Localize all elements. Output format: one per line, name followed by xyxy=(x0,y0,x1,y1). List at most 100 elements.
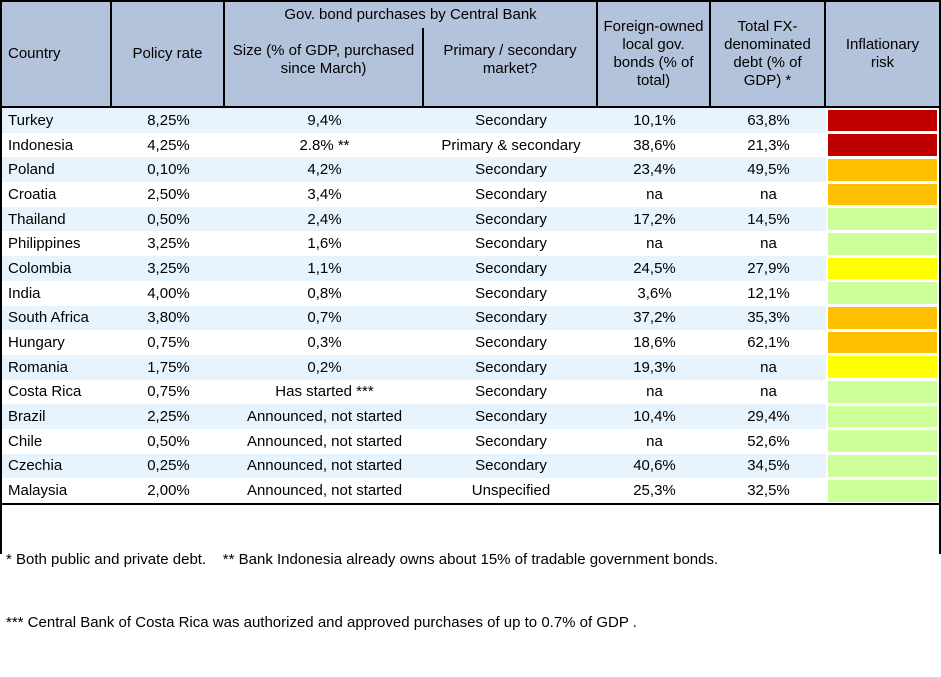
table-row: Romania 1,75% 0,2% Secondary 19,3% na xyxy=(2,354,939,380)
cell-policy-rate: 0,75% xyxy=(147,383,190,401)
table-row: Turkey 8,25% 9,4% Secondary 10,1% 63,8% xyxy=(2,108,939,133)
em-central-bank-bond-purchases-table: Country Policy rate Gov. bond purchases … xyxy=(0,0,941,631)
risk-color-swatch xyxy=(828,282,937,304)
cell-inflationary-risk xyxy=(826,157,939,183)
cell-size: 0,8% xyxy=(307,284,342,302)
cell-fx-debt: na xyxy=(760,383,777,401)
cell-policy-rate: 2,25% xyxy=(147,408,190,426)
cell-country: Czechia xyxy=(8,457,63,475)
footnote-line-2: *** Central Bank of Costa Rica was autho… xyxy=(6,614,637,631)
cell-policy-rate: 0,50% xyxy=(147,432,190,450)
risk-color-swatch xyxy=(828,356,937,379)
risk-color-swatch xyxy=(828,158,937,181)
risk-color-swatch xyxy=(828,257,937,280)
table-footnotes: * Both public and private debt. ** Bank … xyxy=(2,503,939,677)
cell-size: 1,6% xyxy=(307,235,342,253)
cell-inflationary-risk xyxy=(826,280,939,306)
table-row: Poland 0,10% 4,2% Secondary 23,4% 49,5% xyxy=(2,157,939,183)
table-row: Czechia 0,25% Announced, not started Second… xyxy=(2,453,939,479)
cell-size: 9,4% xyxy=(307,111,342,129)
header-foreign-owned: Foreign-owned local gov. bonds (% of tot… xyxy=(598,2,711,106)
cell-foreign-owned: 19,3% xyxy=(633,358,676,376)
cell-policy-rate: 3,80% xyxy=(147,309,190,327)
table-row: Chile 0,50% Announced, not started Secondar… xyxy=(2,428,939,454)
cell-foreign-owned: na xyxy=(646,235,663,253)
cell-policy-rate: 0,75% xyxy=(147,334,190,352)
cell-policy-rate: 8,25% xyxy=(147,111,190,129)
cell-market: Secondary xyxy=(475,334,547,352)
cell-market: Secondary xyxy=(475,408,547,426)
table-header: Country Policy rate Gov. bond purchases … xyxy=(2,2,939,108)
cell-country: Costa Rica xyxy=(8,383,82,401)
cell-size: Has started *** xyxy=(275,383,374,401)
risk-color-swatch xyxy=(828,109,937,132)
cell-foreign-owned: 17,2% xyxy=(633,210,676,228)
cell-foreign-owned: 24,5% xyxy=(633,259,676,277)
cell-inflationary-risk xyxy=(826,256,939,281)
cell-size: 0,7% xyxy=(307,309,342,327)
cell-policy-rate: 4,25% xyxy=(147,136,190,154)
table-row: Indonesia 4,25% 2.8% ** Primary & secondary… xyxy=(2,132,939,158)
table-row: Thailand 0,50% 2,4% Secondary 17,2% 14,5% xyxy=(2,206,939,232)
risk-color-swatch xyxy=(828,430,937,453)
cell-policy-rate: 1,75% xyxy=(147,358,190,376)
cell-policy-rate: 0,50% xyxy=(147,210,190,228)
cell-market: Secondary xyxy=(475,259,547,277)
cell-fx-debt: 35,3% xyxy=(747,309,790,327)
risk-color-swatch xyxy=(828,455,937,477)
table-row: Colombia 3,25% 1,1% Secondary 24,5% 27,9% xyxy=(2,256,939,281)
table-row: India 4,00% 0,8% Secondary 3,6% 12,1% xyxy=(2,280,939,306)
cell-country: Chile xyxy=(8,432,43,450)
table-row: Hungary 0,75% 0,3% Secondary 18,6% 62,1% xyxy=(2,330,939,355)
header-policy-rate: Policy rate xyxy=(112,2,225,106)
footnote-line-1: * Both public and private debt. ** Bank … xyxy=(6,551,719,568)
cell-country: Indonesia xyxy=(8,136,74,154)
risk-color-swatch xyxy=(828,307,937,329)
cell-inflationary-risk xyxy=(826,132,939,158)
header-inflationary-risk: Inflationary risk xyxy=(845,36,920,71)
cell-country: Philippines xyxy=(8,235,81,253)
cell-policy-rate: 3,25% xyxy=(147,259,190,277)
cell-size: Announced, not started xyxy=(246,482,403,500)
cell-foreign-owned: 18,6% xyxy=(633,334,676,352)
cell-country: Poland xyxy=(8,161,55,179)
cell-country: Colombia xyxy=(8,259,72,277)
cell-country: Brazil xyxy=(8,408,46,426)
cell-market: Secondary xyxy=(475,383,547,401)
table-row: Brazil 2,25% Announced, not started Seconda… xyxy=(2,404,939,429)
cell-country: India xyxy=(8,284,41,302)
header-country: Country xyxy=(2,2,112,106)
header-market: Primary / secondary market? xyxy=(424,28,598,106)
cell-fx-debt: 34,5% xyxy=(747,457,790,475)
header-group-bond-purchases: Gov. bond purchases by Central Bank xyxy=(225,2,598,28)
table-body: Turkey 8,25% 9,4% Secondary 10,1% 63,8% Indone… xyxy=(2,108,939,503)
risk-color-swatch xyxy=(828,232,937,255)
table-row: Malaysia 2,00% Announced, not started Unspe… xyxy=(2,478,939,503)
cell-market: Unspecified xyxy=(471,482,551,500)
cell-country: Thailand xyxy=(8,210,66,228)
cell-fx-debt: 29,4% xyxy=(747,408,790,426)
table-row: South Africa 3,80% 0,7% Secondary 37,2% 35,3% xyxy=(2,305,939,331)
cell-foreign-owned: na xyxy=(646,185,663,203)
cell-foreign-owned: 25,3% xyxy=(633,482,676,500)
cell-country: South Africa xyxy=(8,309,89,327)
cell-inflationary-risk xyxy=(826,478,939,503)
cell-size: 0,3% xyxy=(307,334,342,352)
cell-size: Announced, not started xyxy=(246,432,403,450)
cell-inflationary-risk xyxy=(826,231,939,257)
cell-country: Malaysia xyxy=(8,482,68,500)
cell-size: 1,1% xyxy=(307,259,342,277)
cell-fx-debt: 12,1% xyxy=(747,284,790,302)
cell-size: 2.8% ** xyxy=(299,136,350,154)
cell-foreign-owned: na xyxy=(646,432,663,450)
cell-foreign-owned: 10,1% xyxy=(633,111,676,129)
table-row: Costa Rica 0,75% Has started *** Secondary n… xyxy=(2,379,939,405)
cell-market: Secondary xyxy=(475,309,547,327)
cell-inflationary-risk xyxy=(826,404,939,429)
cell-size: 3,4% xyxy=(307,185,342,203)
cell-market: Secondary xyxy=(475,235,547,253)
cell-fx-debt: 14,5% xyxy=(747,210,790,228)
cell-fx-debt: na xyxy=(760,235,777,253)
cell-foreign-owned: 37,2% xyxy=(633,309,676,327)
cell-market: Secondary xyxy=(475,284,547,302)
